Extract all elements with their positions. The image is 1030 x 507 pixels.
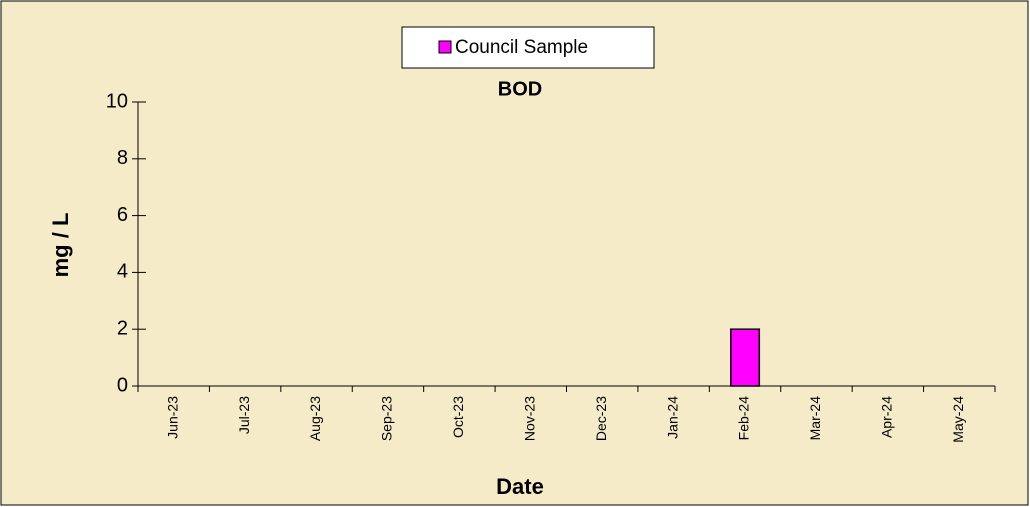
- y-axis-label: mg / L: [48, 213, 73, 278]
- x-tick-label: Jun-23: [164, 396, 180, 439]
- x-tick-label: Sep-23: [379, 396, 395, 441]
- legend-swatch: [438, 40, 452, 54]
- x-axis-label: Date: [496, 474, 544, 499]
- x-tick-label: Aug-23: [307, 396, 323, 441]
- x-tick-label: Dec-23: [593, 396, 609, 441]
- y-tick-label: 8: [117, 147, 128, 169]
- y-tick-label: 0: [117, 374, 128, 396]
- bar: [730, 328, 761, 387]
- chart-title: BOD: [498, 78, 542, 100]
- x-tick-label: Oct-23: [450, 396, 466, 438]
- y-tick-label: 2: [117, 317, 128, 339]
- y-tick-label: 4: [117, 261, 128, 283]
- x-tick-label: May-24: [950, 396, 966, 443]
- y-tick-label: 6: [117, 204, 128, 226]
- x-tick-label: Nov-23: [521, 396, 537, 441]
- x-tick-label: Mar-24: [807, 396, 823, 441]
- y-tick-label: 10: [106, 90, 128, 112]
- legend-label: Council Sample: [455, 37, 588, 58]
- x-tick-label: Feb-24: [736, 396, 752, 441]
- x-tick-label: Apr-24: [879, 396, 895, 438]
- x-tick-label: Jan-24: [664, 396, 680, 439]
- x-tick-label: Jul-23: [236, 396, 252, 434]
